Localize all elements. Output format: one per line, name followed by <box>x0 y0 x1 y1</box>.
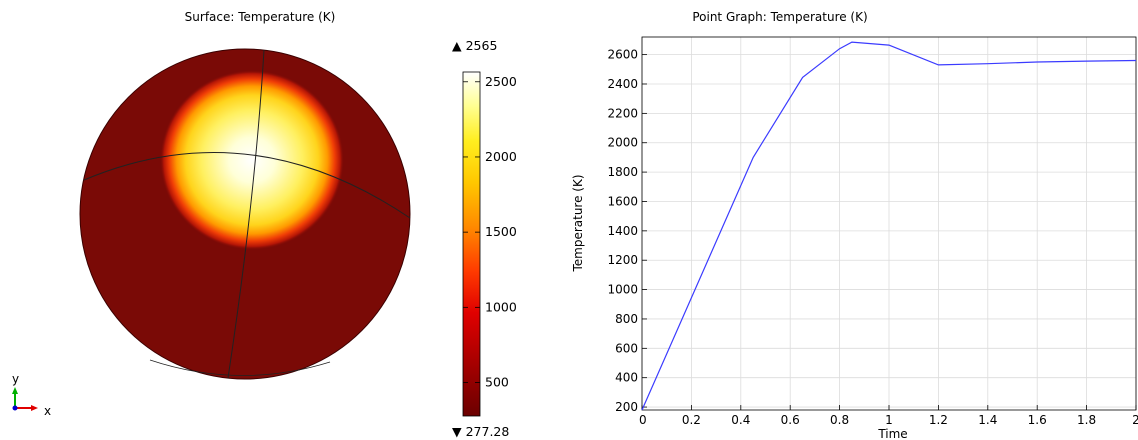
y-tick-label: 1400 <box>607 224 638 238</box>
colorbar-tick-label: 2500 <box>485 74 517 89</box>
colorbar <box>462 71 481 417</box>
x-tick-label: 0.2 <box>682 413 701 427</box>
point-graph-title: Point Graph: Temperature (K) <box>692 10 868 24</box>
y-tick-label: 400 <box>615 371 638 385</box>
y-tick-label: 2600 <box>607 48 638 62</box>
colorbar-max-marker: ▲ 2565 <box>452 38 498 53</box>
colorbar-tick-label: 500 <box>485 375 509 390</box>
colorbar-tick-label: 2000 <box>485 149 517 164</box>
x-tick-label: 1 <box>885 413 893 427</box>
y-tick-label: 2200 <box>607 106 638 120</box>
x-tick-label: 0.8 <box>830 413 849 427</box>
y-tick-label: 1200 <box>607 253 638 267</box>
hot-spot <box>160 70 344 250</box>
surface-plot-title: Surface: Temperature (K) <box>184 10 336 24</box>
mesh-edge-horizontal <box>83 152 411 219</box>
y-tick-label: 600 <box>615 341 638 355</box>
y-axis-label: Temperature (K) <box>571 174 585 272</box>
colorbar-tick-label: 1500 <box>485 224 517 239</box>
x-tick-label: 1.2 <box>929 413 948 427</box>
x-tick-label: 1.6 <box>1028 413 1047 427</box>
axes-triad: y x <box>12 372 51 418</box>
x-tick-label: 1.4 <box>978 413 997 427</box>
y-tick-label: 1800 <box>607 165 638 179</box>
mesh-edge-bottom <box>149 359 331 376</box>
temperature-series-line <box>641 41 1137 411</box>
colorbar-tick-label: 1000 <box>485 299 517 314</box>
sphere-outline <box>79 48 411 380</box>
x-tick-label: 2 <box>1132 413 1138 427</box>
y-tick-label: 1000 <box>607 283 638 297</box>
triad-y-label: y <box>12 372 19 386</box>
x-tick-label: 0 <box>639 413 647 427</box>
surface-plot[interactable]: y x 2500 2000 1500 1000 500 <box>0 0 560 440</box>
y-tick-label: 800 <box>615 312 638 326</box>
x-tick-label: 0.4 <box>731 413 750 427</box>
y-tick-label: 1600 <box>607 194 638 208</box>
x-axis-label: Time <box>877 427 907 440</box>
y-tick-label: 2000 <box>607 136 638 150</box>
point-graph[interactable]: 0 0.2 0.4 0.6 0.8 1 1.2 1.4 1.6 1.8 2 200 400 600 800… <box>560 0 1138 440</box>
colorbar-min-marker: ▼ 277.28 <box>452 424 510 439</box>
triad-x-label: x <box>44 404 51 418</box>
y-tick-label: 2400 <box>607 77 638 91</box>
mesh-edge-vertical <box>227 49 265 379</box>
x-tick-label: 0.6 <box>781 413 800 427</box>
y-tick-label: 200 <box>615 400 638 414</box>
x-tick-label: 1.8 <box>1077 413 1096 427</box>
